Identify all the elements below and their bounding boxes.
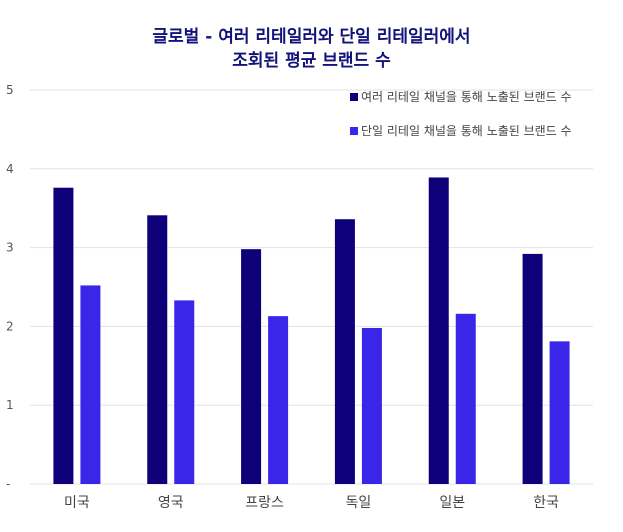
bar-프랑스-2 — [268, 316, 289, 484]
x-tick-label: 독일 — [346, 495, 372, 511]
bar-미국-2 — [80, 285, 101, 484]
bar-일본-2 — [455, 313, 476, 484]
y-tick-label: 2 — [6, 319, 14, 333]
y-tick-label: 1 — [6, 398, 14, 412]
bar-미국-1 — [53, 187, 74, 484]
legend-label: 단일 리테일 채널을 통해 노출된 브랜드 수 — [361, 124, 572, 138]
x-tick-label: 영국 — [158, 495, 184, 511]
chart-title-line-1: 글로벌 - 여러 리테일러와 단일 리테일러에서 — [152, 27, 471, 47]
bar-영국-1 — [147, 215, 168, 485]
chart-title-line-2: 조회된 평균 브랜드 수 — [232, 51, 391, 71]
bar-한국-2 — [549, 341, 570, 484]
bar-독일-1 — [334, 219, 355, 484]
bar-한국-1 — [522, 253, 543, 484]
y-tick-label: - — [6, 477, 10, 491]
y-tick-label: 3 — [6, 241, 14, 255]
bar-프랑스-1 — [241, 249, 262, 484]
x-tick-label: 한국 — [533, 495, 559, 511]
bar-일본-1 — [428, 177, 449, 484]
x-tick-label: 미국 — [64, 495, 90, 511]
y-tick-label: 5 — [6, 83, 14, 97]
x-tick-label: 프랑스 — [245, 495, 284, 511]
legend-label: 여러 리테일 채널을 통해 노출된 브랜드 수 — [361, 90, 572, 104]
bar-독일-2 — [361, 327, 382, 484]
legend-swatch — [350, 127, 358, 135]
y-tick-label: 4 — [6, 162, 14, 176]
x-tick-label: 일본 — [439, 495, 465, 511]
legend-swatch — [350, 93, 358, 101]
bar-영국-2 — [174, 300, 195, 484]
